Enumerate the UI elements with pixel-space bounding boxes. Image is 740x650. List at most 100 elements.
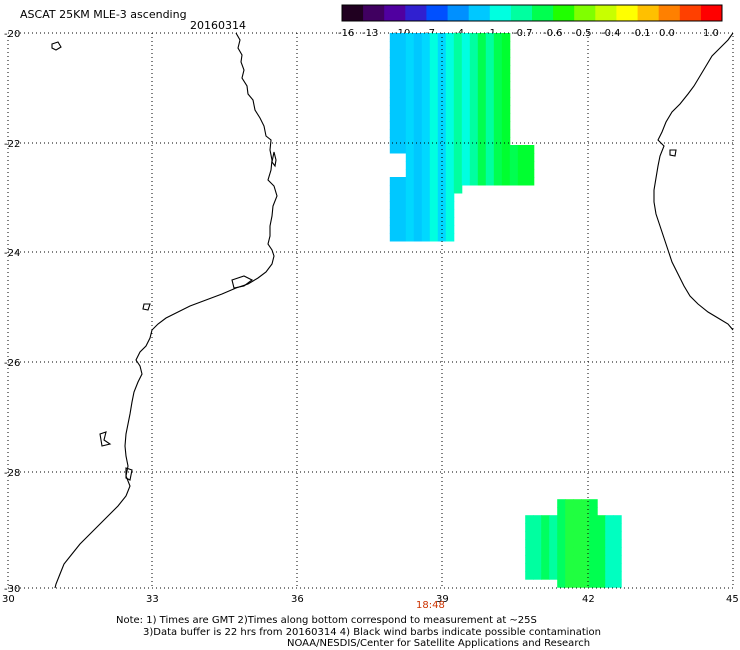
lon-label: 33 (146, 594, 159, 605)
swath-cell (445, 33, 455, 42)
swath-cell (597, 571, 606, 580)
swath-cell (389, 73, 399, 82)
swath-cell (461, 57, 471, 66)
colorbar-cell (700, 5, 723, 21)
swath-cell (397, 113, 407, 122)
swath-cell (549, 563, 558, 572)
note-line-1: Note: 1) Times are GMT 2)Times along bot… (116, 615, 537, 626)
swath-cell (485, 129, 495, 138)
swath-cell (613, 571, 622, 580)
swath-cell (501, 89, 511, 98)
swath-cell (453, 161, 463, 170)
swath-cell (429, 41, 439, 50)
swath-cell (589, 523, 598, 532)
swath-cell (477, 177, 487, 186)
swath-cell (421, 89, 431, 98)
swath-cell (421, 185, 431, 194)
swath-cell (549, 555, 558, 564)
swath-cell (485, 73, 495, 82)
swath-cell (477, 105, 487, 114)
swath-cell (501, 153, 511, 162)
swath-cell (613, 523, 622, 532)
swath-cell (421, 105, 431, 114)
swath-cell (413, 161, 423, 170)
swath-cell (573, 499, 582, 508)
swath-cell (405, 201, 415, 210)
swath-cell (389, 105, 399, 114)
swath-cell (557, 547, 566, 556)
swath-cell (525, 571, 534, 580)
swath-cell (493, 65, 503, 74)
swath-cell (405, 113, 415, 122)
swath-cell (501, 137, 511, 146)
lon-label: 30 (2, 594, 15, 605)
swath-cell (389, 137, 399, 146)
colorbar-label: 0.0 (659, 28, 675, 39)
swath-cell (405, 81, 415, 90)
swath-cell (453, 129, 463, 138)
swath-cell (405, 89, 415, 98)
swath-cell (477, 49, 487, 58)
swath-cell (405, 225, 415, 234)
swath-cell (589, 571, 598, 580)
swath-cell (525, 531, 534, 540)
swath-cell (597, 539, 606, 548)
swath-cell (605, 523, 614, 532)
swath-cell (485, 65, 495, 74)
swath-cell (485, 169, 495, 178)
swath-cell (469, 153, 479, 162)
swath-cell (461, 169, 471, 178)
swath-cell (581, 515, 590, 524)
swath-cell (469, 145, 479, 154)
swath-cell (509, 153, 519, 162)
swath-cell (469, 57, 479, 66)
swath-cell (613, 579, 622, 588)
swath-cell (573, 523, 582, 532)
swath-cell (485, 49, 495, 58)
swath-cell (509, 177, 519, 186)
swath-cell (589, 515, 598, 524)
swath-cell (501, 145, 511, 154)
swath-cell (413, 105, 423, 114)
swath-cell (477, 81, 487, 90)
swath-cell (477, 33, 487, 42)
swath-cell (461, 33, 471, 42)
lat-label: -26 (4, 358, 20, 369)
swath-cell (485, 153, 495, 162)
swath-cell (445, 169, 455, 178)
swath-cell (605, 579, 614, 588)
swath-cell (421, 161, 431, 170)
swath-cell (517, 153, 527, 162)
swath-cell (525, 563, 534, 572)
swath-cell (405, 129, 415, 138)
swath-cell (501, 33, 511, 42)
swath-cell (389, 201, 399, 210)
swath-cell (429, 33, 439, 42)
swath-cell (405, 121, 415, 130)
swath-cell (597, 579, 606, 588)
swath-cell (421, 217, 431, 226)
swath-cell (389, 177, 399, 186)
swath-cell (429, 65, 439, 74)
swath-cell (573, 515, 582, 524)
swath-cell (549, 539, 558, 548)
swath-cell (549, 571, 558, 580)
swath-cell (397, 49, 407, 58)
swath-cell (501, 105, 511, 114)
swath-cell (453, 33, 463, 42)
colorbar-label: -0.5 (572, 28, 592, 39)
colorbar-cell (553, 5, 575, 21)
swath-cell (533, 571, 542, 580)
swath-cell (397, 177, 407, 186)
colorbar-cell (679, 5, 702, 21)
swath-cell (581, 523, 590, 532)
swath-cell (469, 81, 479, 90)
swath-cell (389, 225, 399, 234)
swath-cell (469, 49, 479, 58)
swath-cell (485, 121, 495, 130)
swath-cell (477, 57, 487, 66)
scatterometer-swaths (389, 33, 622, 588)
swath-cell (485, 177, 495, 186)
swath-cell (541, 531, 550, 540)
swath-cell (421, 225, 431, 234)
